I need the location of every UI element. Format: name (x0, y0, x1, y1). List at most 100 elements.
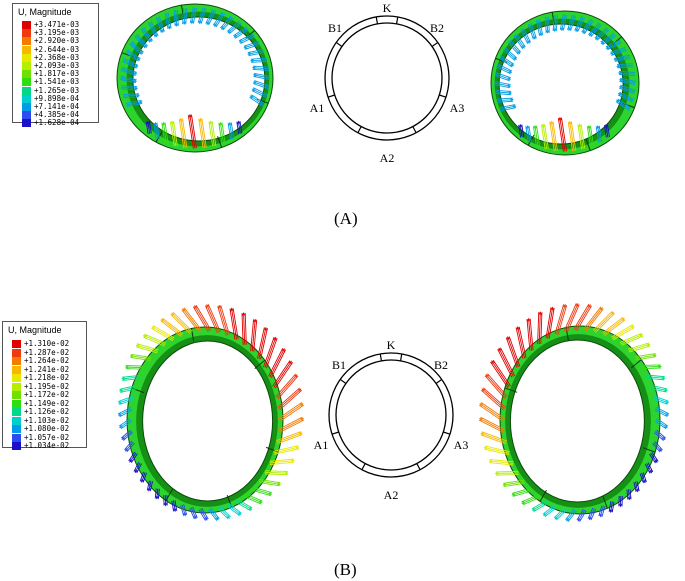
legend-entry: +1.287e-02 (3, 348, 86, 357)
arrowhead (226, 514, 231, 519)
arrow (483, 387, 506, 408)
arrowhead (577, 123, 582, 128)
arrow (534, 125, 539, 147)
schematic-joint (395, 16, 399, 24)
legend-entry: +1.195e-02 (3, 381, 86, 391)
arrow (125, 366, 146, 369)
arrowhead (138, 100, 143, 105)
arrowhead (599, 307, 603, 312)
arrowhead (639, 333, 644, 338)
arrow (211, 121, 217, 146)
arrowhead (549, 120, 554, 125)
arrow (268, 347, 284, 377)
arrow (152, 325, 175, 339)
arrow (252, 486, 272, 494)
legend-entry: +1.541e-03 (13, 77, 98, 87)
arrow (231, 308, 237, 340)
arrow (241, 313, 244, 345)
arrowhead (121, 436, 126, 440)
legend-entry: +1.241e-02 (3, 365, 86, 374)
legend-swatch (12, 365, 21, 374)
legend-title: U, Magnitude (18, 7, 72, 17)
legend-value: +1.195e-02 (24, 381, 70, 391)
arrowhead (518, 123, 523, 128)
arrowhead (299, 403, 304, 407)
arrow (479, 418, 505, 432)
arrow (653, 397, 669, 404)
legend-swatch (12, 357, 21, 365)
legend-swatch (12, 340, 21, 348)
arrowhead (281, 348, 285, 353)
arrow (251, 319, 256, 352)
arrow (492, 359, 511, 387)
legend-value: +3.195e-03 (34, 28, 80, 38)
arrow (597, 125, 601, 143)
arrowhead (588, 516, 593, 521)
arrowhead (214, 516, 219, 521)
arrow (549, 121, 555, 152)
legend-entry: +1.034e-02 (3, 441, 86, 450)
arrow (139, 471, 144, 482)
arrow (556, 304, 566, 335)
arrowhead (609, 51, 615, 55)
arrow (563, 303, 577, 332)
arrow (628, 345, 651, 353)
arrow (229, 308, 236, 340)
arrow (521, 28, 530, 44)
arrow (270, 461, 295, 465)
arrowhead (574, 303, 579, 308)
legend-value: +1.034e-02 (24, 441, 70, 450)
arrowhead (241, 312, 246, 317)
arrowhead (124, 365, 129, 370)
arrowhead (252, 318, 257, 323)
arrow (244, 42, 260, 49)
legend-entry: +1.264e-02 (3, 356, 86, 365)
arrowhead (297, 388, 302, 393)
arrow (635, 354, 656, 359)
arrow (164, 122, 169, 143)
arrow (187, 114, 194, 149)
arrowhead (538, 311, 543, 316)
arrowhead (589, 32, 593, 37)
arrow (121, 68, 137, 75)
arrowhead (135, 344, 140, 348)
arrow (650, 386, 668, 391)
arrowhead (558, 116, 563, 121)
arrow (252, 88, 268, 97)
arrow (652, 443, 661, 453)
arrowhead (171, 312, 176, 317)
legend-value: +2.093e-03 (34, 61, 80, 70)
segment-joint (504, 387, 518, 393)
legend-value: +1.126e-02 (24, 407, 70, 416)
arrow (250, 59, 267, 62)
arrow (146, 480, 150, 491)
schematic-joint (416, 463, 421, 471)
panel-a: K B1 B2 A1 A3 A2 U, Magnitude +3.471e-03 +3.19… (0, 0, 685, 250)
ring-a-right (490, 10, 640, 156)
arrow (269, 458, 294, 462)
legend-entry: +3.471e-03 (13, 20, 98, 29)
arrowhead (268, 491, 273, 496)
segment-label: B2 (430, 21, 444, 35)
arrowhead (136, 56, 141, 61)
arrow (512, 490, 533, 497)
arrowhead (290, 458, 295, 463)
legend-entry: +1.172e-02 (3, 390, 86, 399)
arrowhead (258, 499, 263, 504)
arrowhead (249, 58, 255, 63)
arrowhead (618, 85, 623, 90)
arrow (191, 7, 196, 24)
arrow (136, 343, 159, 351)
arrow (237, 498, 253, 509)
arrowhead (616, 99, 621, 104)
arrowhead (508, 90, 513, 95)
legend-entry: +7.141e-04 (13, 102, 98, 111)
arrow (253, 319, 258, 352)
arrowhead (635, 488, 639, 493)
arrow (171, 312, 192, 333)
legend-value: +3.471e-03 (34, 20, 80, 29)
arrowhead (525, 125, 530, 130)
arrow (227, 504, 241, 515)
arrow (175, 9, 178, 26)
legend-entry: +1.080e-02 (3, 424, 86, 433)
